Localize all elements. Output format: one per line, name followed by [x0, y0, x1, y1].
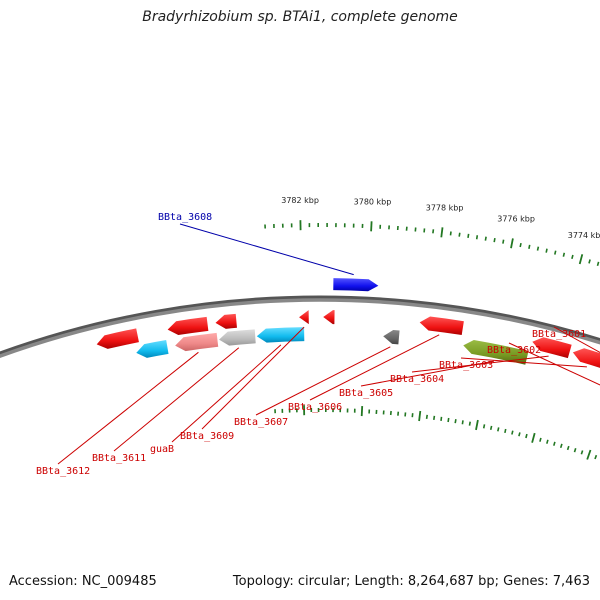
- scale-minor-tick: [484, 236, 487, 241]
- scale-minor-tick: [562, 252, 566, 257]
- scale-minor-tick: [553, 441, 556, 446]
- scale-major-tick: [475, 419, 479, 431]
- gene-bbta-3606[interactable]: [419, 316, 464, 336]
- gene-guab[interactable]: [256, 327, 305, 343]
- gene-bbta-3607[interactable]: [383, 329, 400, 345]
- gene-bbta-3612[interactable]: [175, 332, 219, 352]
- scale-minor-tick: [468, 421, 471, 426]
- accession-text: Accession: NC_009485: [9, 574, 157, 589]
- scale-major-tick: [531, 432, 536, 443]
- gene-label-connector: [553, 326, 600, 354]
- scale-minor-tick: [588, 259, 591, 264]
- gene-label[interactable]: BBta_3604: [390, 374, 444, 385]
- gene-bbta-3609[interactable]: [299, 310, 309, 325]
- gene-label-connector: [179, 223, 354, 276]
- scale-minor-tick: [525, 433, 528, 439]
- gene-label[interactable]: guaB: [150, 444, 174, 455]
- scale-minor-tick: [467, 233, 470, 239]
- scale-major-tick: [510, 238, 514, 249]
- genome-backbone: [0, 298, 600, 359]
- scale-major-tick: [418, 410, 422, 422]
- scale-minor-tick: [519, 242, 522, 248]
- gene-label-connector: [201, 326, 305, 430]
- scale-minor-tick: [454, 419, 457, 424]
- gene-label[interactable]: BBta_3602: [487, 345, 541, 356]
- scale-minor-tick: [573, 448, 577, 453]
- scale-minor-tick: [545, 248, 548, 253]
- scale-minor-tick: [559, 443, 563, 449]
- scale-minor-tick: [440, 416, 443, 421]
- gene-feature[interactable]: [323, 310, 335, 325]
- scale-minor-tick: [482, 424, 486, 429]
- gene-label[interactable]: BBta_3611: [92, 453, 146, 464]
- map-title: Bradyrhizobium sp. BTAi1, complete genom…: [142, 9, 458, 25]
- scale-minor-tick: [566, 445, 570, 451]
- scale-minor-tick: [447, 417, 450, 423]
- gene-feature[interactable]: [167, 316, 209, 336]
- scale-tick-label: 3778 kbp: [426, 204, 464, 213]
- scale-minor-tick: [571, 254, 574, 260]
- scale-minor-tick: [489, 425, 493, 430]
- scale-minor-tick: [580, 450, 584, 455]
- scale-minor-tick: [528, 244, 531, 249]
- genome-summary-text: Topology: circular; Length: 8,264,687 bp…: [232, 574, 590, 589]
- gene-feature[interactable]: [96, 328, 139, 349]
- scale-major-tick: [586, 449, 592, 460]
- gene-label-connector: [57, 351, 199, 465]
- scale-minor-tick: [594, 454, 598, 460]
- gene-feature[interactable]: [136, 340, 169, 358]
- genome-backbone-shadow: [0, 295, 600, 357]
- scale-minor-tick: [425, 414, 428, 420]
- scale-tick-label: 3774 kbp: [568, 231, 600, 240]
- scale-minor-tick: [432, 229, 435, 234]
- gene-label[interactable]: BBta_3612: [36, 466, 90, 477]
- scale-major-tick: [370, 221, 373, 232]
- gene-label[interactable]: BBta_3607: [234, 417, 288, 428]
- scale-minor-tick: [511, 430, 514, 435]
- scale-minor-tick: [433, 415, 436, 421]
- gene-bbta-3605[interactable]: [463, 340, 529, 365]
- gene-label[interactable]: BBta_3601: [532, 329, 586, 340]
- scale-major-tick: [440, 227, 444, 238]
- gene-label[interactable]: BBta_3609: [180, 431, 234, 442]
- scale-minor-tick: [502, 239, 505, 244]
- gene-label-connector: [113, 347, 240, 452]
- scale-minor-tick: [504, 428, 507, 434]
- gene-label-connector: [460, 357, 587, 368]
- scale-minor-tick: [461, 420, 464, 425]
- scale-tick-label: 3776 kbp: [497, 215, 535, 224]
- scale-minor-tick: [539, 437, 542, 442]
- scale-major-tick: [578, 254, 584, 265]
- scale-minor-tick: [546, 439, 549, 444]
- scale-minor-tick: [497, 427, 500, 432]
- gene-label-connector: [171, 344, 282, 443]
- gene-label[interactable]: BBta_3606: [288, 402, 342, 413]
- gene-bbta-3604[interactable]: [532, 337, 572, 359]
- gene-label-connector: [309, 334, 440, 401]
- scale-minor-tick: [554, 250, 557, 255]
- scale-minor-tick: [458, 232, 461, 237]
- scale-minor-tick: [449, 231, 452, 236]
- scale-tick-label: 3780 kbp: [354, 197, 392, 206]
- gene-bbta-3611[interactable]: [219, 329, 256, 346]
- gene-label[interactable]: BBta_3608: [158, 212, 212, 223]
- gene-label-connector: [255, 346, 391, 416]
- gene-label-connector: [360, 360, 495, 387]
- gene-feature[interactable]: [215, 313, 237, 329]
- gene-label-connector: [508, 342, 600, 386]
- scale-minor-tick: [518, 432, 521, 437]
- gene-label[interactable]: BBta_3605: [339, 388, 393, 399]
- scale-tick-label: 3782 kbp: [281, 196, 319, 205]
- gene-bbta-3608[interactable]: [333, 278, 379, 292]
- scale-minor-tick: [493, 237, 496, 243]
- scale-minor-tick: [475, 235, 479, 240]
- scale-minor-tick: [536, 246, 540, 251]
- scale-minor-tick: [596, 261, 600, 267]
- scale-major-tick: [360, 406, 364, 417]
- gene-bbta-3603[interactable]: [572, 348, 600, 372]
